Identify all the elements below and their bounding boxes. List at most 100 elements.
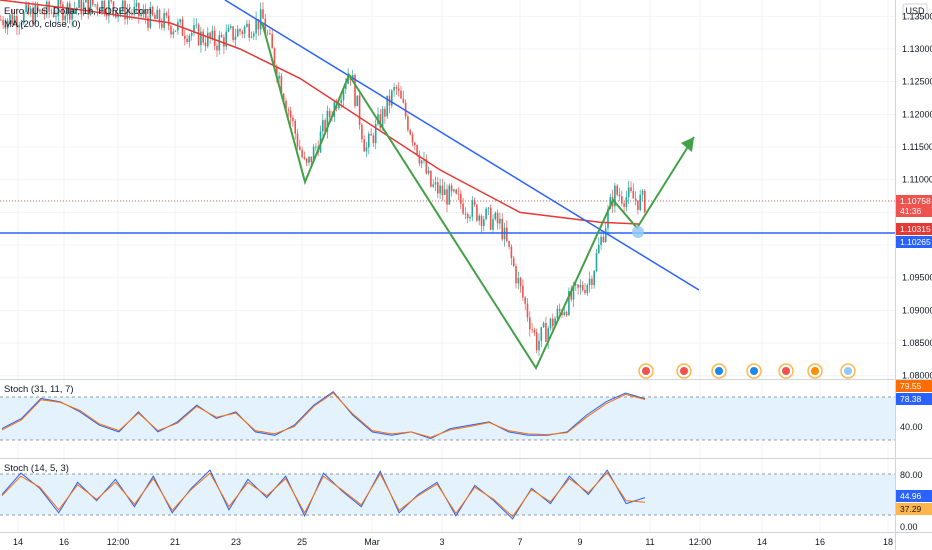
candle-body <box>57 0 60 16</box>
candle-body <box>257 18 260 30</box>
candle-body <box>512 258 515 266</box>
candle-body <box>499 218 501 224</box>
candle-body <box>644 190 646 213</box>
candle-body <box>225 31 227 47</box>
candle-body <box>577 284 579 288</box>
candle-body <box>370 133 372 136</box>
candle-body <box>593 270 595 285</box>
candle-body <box>4 25 7 29</box>
candle-body <box>101 0 103 12</box>
event-icon[interactable] <box>840 363 856 379</box>
candle-body <box>575 284 577 286</box>
candle-body <box>239 29 241 32</box>
candle-body <box>515 265 517 284</box>
candle-body <box>13 15 16 24</box>
candle-body <box>517 277 520 284</box>
candle-body <box>614 185 616 207</box>
candle-body <box>485 208 487 220</box>
candle-body <box>506 227 508 241</box>
candle-body <box>186 38 188 42</box>
candle-body <box>402 98 405 103</box>
symbol-title[interactable]: Euro / U.S. Dollar, 1h, FOREX.com <box>4 6 152 17</box>
candle-body <box>193 25 195 34</box>
candle-body <box>262 9 264 19</box>
price-tick-label: 1.12000 <box>902 109 932 119</box>
currency-button[interactable] <box>902 3 928 19</box>
stoch1-legend[interactable]: Stoch (31, 11, 7) <box>4 384 74 395</box>
candle-body <box>131 12 133 15</box>
candle-body <box>450 185 453 192</box>
candle-body <box>94 4 96 6</box>
candle-body <box>66 3 69 16</box>
candle-body <box>621 196 623 204</box>
stoch2-tick-80: 80.00 <box>900 470 923 480</box>
economic-events[interactable] <box>638 363 856 379</box>
candle-body <box>255 18 257 34</box>
candle-body <box>55 15 57 17</box>
event-icon[interactable] <box>676 363 692 379</box>
candle-body <box>161 23 163 28</box>
candle-body <box>92 0 94 5</box>
candle-body <box>480 215 483 226</box>
candle-body <box>379 114 382 128</box>
stoch1-k-line[interactable] <box>1 391 646 440</box>
event-icon[interactable] <box>638 363 654 379</box>
price-tick-label: 1.11500 <box>902 142 932 152</box>
stoch1-d-line[interactable] <box>1 392 646 438</box>
candle-body <box>62 4 64 21</box>
candle-body <box>315 146 317 148</box>
currency-label: USD <box>905 6 925 16</box>
price-tick-label: 1.12500 <box>902 77 932 87</box>
candle-body <box>345 83 347 89</box>
candle-body <box>36 5 39 12</box>
candle-body <box>400 90 402 99</box>
candle-body <box>289 110 292 118</box>
time-tick-label: 12:00 <box>107 537 130 547</box>
candle-body <box>522 285 524 298</box>
marker-circle[interactable] <box>632 226 644 238</box>
candle-body <box>558 308 561 311</box>
candle-body <box>301 149 303 158</box>
candle-body <box>128 11 131 13</box>
candle-body <box>342 88 345 100</box>
candle-body <box>220 35 223 38</box>
ma-200-line[interactable] <box>0 0 641 225</box>
stoch2-d-line[interactable] <box>1 471 646 518</box>
descending-trend-line[interactable] <box>224 0 700 291</box>
price-tick-label: 1.13000 <box>902 44 932 54</box>
ma-legend[interactable]: MA (200, close, 0) <box>4 19 81 30</box>
candle-body <box>639 194 641 210</box>
candle-body <box>542 322 545 328</box>
stoch2-d-value: 37.29 <box>900 504 922 514</box>
stoch2-legend[interactable]: Stoch (14, 5, 3) <box>4 463 69 474</box>
candle-body <box>126 11 129 20</box>
stoch2-k-badge <box>896 490 932 502</box>
candle-body <box>310 156 313 163</box>
candle-body <box>386 95 388 117</box>
candle-body <box>540 327 543 341</box>
time-axis[interactable]: 14 16 12:00 21 23 25 Mar 3 7 9 11 12:00 14 16 18 <box>13 537 893 547</box>
stoch2-d-badge <box>896 503 932 515</box>
candle-body <box>425 159 428 174</box>
candle-body <box>71 9 73 20</box>
event-icon[interactable] <box>778 363 794 379</box>
event-icon[interactable] <box>711 363 727 379</box>
candle-body <box>473 200 476 205</box>
event-icon[interactable] <box>807 363 823 379</box>
candle-body <box>236 29 239 37</box>
candle-body <box>418 155 421 164</box>
candle-body <box>248 23 250 38</box>
candle-body <box>204 42 207 47</box>
candle-body <box>455 189 457 194</box>
candle-body <box>397 88 400 91</box>
time-tick-label: 25 <box>297 537 307 547</box>
event-icon[interactable] <box>746 363 762 379</box>
candle-body <box>464 213 467 215</box>
candle-body <box>96 4 99 10</box>
time-tick-label: 9 <box>577 537 582 547</box>
candle-body <box>549 318 552 329</box>
candle-body <box>119 10 122 13</box>
candle-body <box>149 6 152 28</box>
time-tick-label: 14 <box>13 537 23 547</box>
